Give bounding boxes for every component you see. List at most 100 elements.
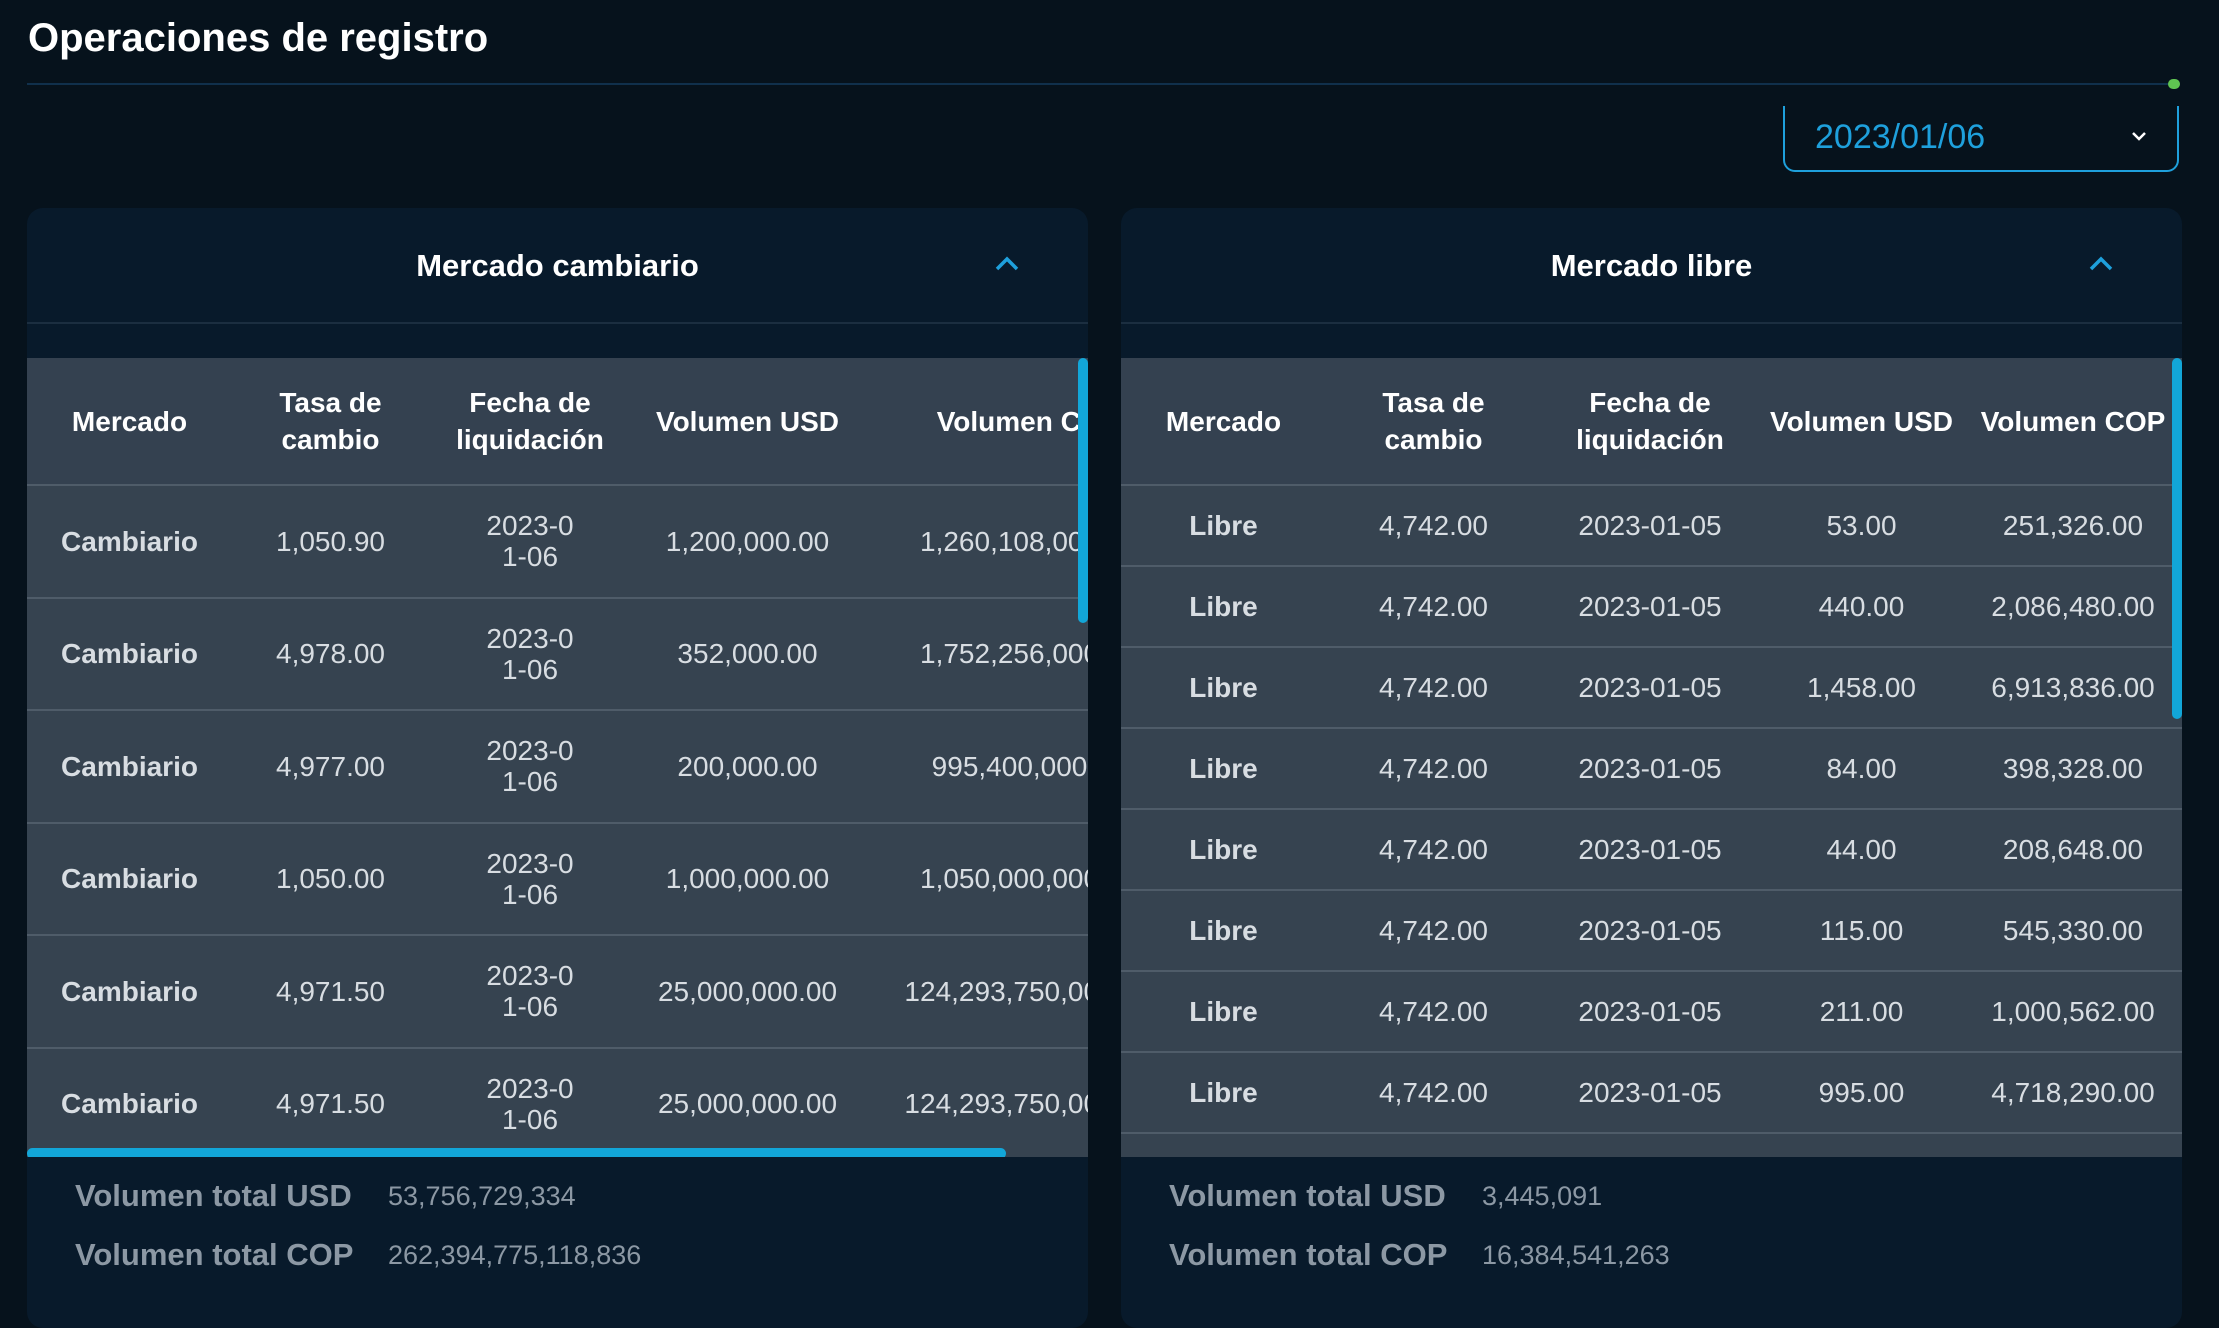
total-label: Volumen total COP bbox=[75, 1237, 354, 1272]
cell: 4,718,290.00 bbox=[1964, 1052, 2182, 1134]
cell: 440.00 bbox=[1759, 566, 1964, 648]
collapse-icon[interactable] bbox=[994, 254, 1020, 272]
total-value: 262,394,775,118,836 bbox=[388, 1240, 642, 1270]
cell: Cambiario bbox=[27, 822, 232, 936]
cell: Libre bbox=[1121, 890, 1326, 972]
cell: 4,742.00 bbox=[1326, 566, 1541, 648]
cell: 1,050,000,000.00 bbox=[864, 822, 1088, 936]
cell: 1,260,108,000.00 bbox=[864, 485, 1088, 599]
cell: Libre bbox=[1121, 809, 1326, 891]
divider bbox=[27, 83, 2180, 85]
column-header: Volumen COP bbox=[1964, 358, 2182, 486]
cell: 4,978.00 bbox=[232, 597, 429, 711]
cell: 545,330.00 bbox=[1964, 890, 2182, 972]
cell: 352,000.00 bbox=[631, 597, 864, 711]
cell: 4,971.50 bbox=[232, 935, 429, 1049]
cell: 2023-01-05 bbox=[1541, 728, 1759, 810]
header-row: Mercado Tasa de cambio Fecha de liquidació… bbox=[27, 358, 1088, 486]
table-row: Cambiario 1,050.00 2023-01-06 1,000,000.00 1… bbox=[27, 822, 1088, 936]
cell: 4,977.00 bbox=[232, 710, 429, 824]
total-value: 16,384,541,263 bbox=[1482, 1240, 1670, 1270]
horizontal-scrollbar[interactable] bbox=[27, 1148, 1006, 1157]
date-select[interactable]: 2023/01/06 bbox=[1783, 106, 2179, 172]
cell: Cambiario bbox=[27, 935, 232, 1049]
cell: 995,400,000.00 bbox=[864, 710, 1088, 824]
table-row: Libre 4,742.00 2023-01-05 1,458.00 6,913,836… bbox=[1121, 647, 2182, 729]
total-label: Volumen total USD bbox=[75, 1178, 352, 1213]
cell: 53.00 bbox=[1759, 485, 1964, 567]
table-row: Libre 4,742.00 2023-01-05 84.00 398,328.00 bbox=[1121, 728, 2182, 810]
cell: 208,648.00 bbox=[1964, 809, 2182, 891]
column-header: Mercado bbox=[27, 358, 232, 486]
cell: 4,742.00 bbox=[1326, 890, 1541, 972]
cell: 2023-01-06 bbox=[429, 597, 631, 711]
column-header: Fecha de liquidación bbox=[1541, 358, 1759, 486]
vertical-scrollbar[interactable] bbox=[1078, 358, 1088, 623]
cell: 2023-01-06 bbox=[429, 822, 631, 936]
collapse-icon[interactable] bbox=[2088, 254, 2114, 272]
cell: 4,742.00 bbox=[1326, 809, 1541, 891]
cell: 2023-01-05 bbox=[1541, 485, 1759, 567]
table-row: Cambiario 4,978.00 2023-01-06 352,000.00 1,7… bbox=[27, 597, 1088, 711]
cell: 2023-01-06 bbox=[429, 1047, 631, 1157]
table-row: Cambiario 4,977.00 2023-01-06 200,000.00 995… bbox=[27, 710, 1088, 824]
table-row: Libre 4,742.00 2023-01-05 44.00 208,648.00 bbox=[1121, 809, 2182, 891]
cell: 2023-01-05 bbox=[1541, 809, 1759, 891]
cell: 1,050.90 bbox=[232, 485, 429, 599]
cell: 1,050.00 bbox=[232, 822, 429, 936]
total-label: Volumen total COP bbox=[1169, 1237, 1448, 1272]
header-row: Mercado Tasa de cambio Fecha de liquidació… bbox=[1121, 358, 2182, 486]
cell: 4,742.00 bbox=[1326, 971, 1541, 1053]
cell: Cambiario bbox=[27, 710, 232, 824]
date-value: 2023/01/06 bbox=[1815, 118, 1986, 156]
cell: 4,971.50 bbox=[232, 1047, 429, 1157]
panel-title: Mercado libre bbox=[1550, 248, 1753, 283]
vertical-scrollbar[interactable] bbox=[2172, 358, 2182, 719]
cell: 2023-01-06 bbox=[429, 485, 631, 599]
cell: 44.00 bbox=[1759, 809, 1964, 891]
cell: Libre bbox=[1121, 971, 1326, 1053]
panel-header[interactable]: Mercado cambiario bbox=[27, 208, 1088, 324]
cell: 2023-01-06 bbox=[429, 710, 631, 824]
table-wrap: Mercado Tasa de cambio Fecha de liquidació… bbox=[27, 358, 1088, 1157]
panel-header[interactable]: Mercado libre bbox=[1121, 208, 2182, 324]
cell: 995.00 bbox=[1759, 1052, 1964, 1134]
column-header: Tasa de cambio bbox=[232, 358, 429, 486]
cell: 2023-01-05 bbox=[1541, 890, 1759, 972]
cell: 4,742.00 bbox=[1326, 728, 1541, 810]
cell: Cambiario bbox=[27, 1047, 232, 1157]
table-wrap: Mercado Tasa de cambio Fecha de liquidació… bbox=[1121, 358, 2182, 1157]
cell: 2,086,480.00 bbox=[1964, 566, 2182, 648]
table-row: Libre 4,742.00 2023-01-05 211.00 1,000,562.0… bbox=[1121, 971, 2182, 1053]
cell: Libre bbox=[1121, 647, 1326, 729]
table-row: Cambiario 1,050.90 2023-01-06 1,200,000.00 1… bbox=[27, 485, 1088, 599]
cell: 84.00 bbox=[1759, 728, 1964, 810]
table-row: Cambiario 4,971.50 2023-01-06 25,000,000.00… bbox=[27, 1047, 1088, 1157]
data-table: Mercado Tasa de cambio Fecha de liquidació… bbox=[1121, 358, 2182, 1134]
cell: 25,000,000.00 bbox=[631, 1047, 864, 1157]
cell: 1,000,000.00 bbox=[631, 822, 864, 936]
panel-title: Mercado cambiario bbox=[416, 248, 699, 283]
cell: 2023-01-05 bbox=[1541, 1052, 1759, 1134]
column-header: Tasa de cambio bbox=[1326, 358, 1541, 486]
panel: Mercado libre Mercado Tasa de cambio Fecha … bbox=[1121, 208, 2182, 1328]
cell: 1,752,256,000.00 bbox=[864, 597, 1088, 711]
column-header: Volumen USD bbox=[1759, 358, 1964, 486]
column-header: Volumen COP bbox=[864, 358, 1088, 486]
cell: Libre bbox=[1121, 728, 1326, 810]
cell: 398,328.00 bbox=[1964, 728, 2182, 810]
cell: 4,742.00 bbox=[1326, 485, 1541, 567]
total-label: Volumen total USD bbox=[1169, 1178, 1446, 1213]
cell: 115.00 bbox=[1759, 890, 1964, 972]
cell: Cambiario bbox=[27, 485, 232, 599]
column-header: Mercado bbox=[1121, 358, 1326, 486]
cell: 124,293,750,000.00 bbox=[864, 935, 1088, 1049]
cell: 2023-01-05 bbox=[1541, 647, 1759, 729]
chevron-down bbox=[2132, 132, 2146, 141]
cell: Libre bbox=[1121, 1052, 1326, 1134]
column-header: Volumen USD bbox=[631, 358, 864, 486]
cell: 4,742.00 bbox=[1326, 1052, 1541, 1134]
status-dot bbox=[2168, 79, 2180, 89]
cell: Libre bbox=[1121, 485, 1326, 567]
